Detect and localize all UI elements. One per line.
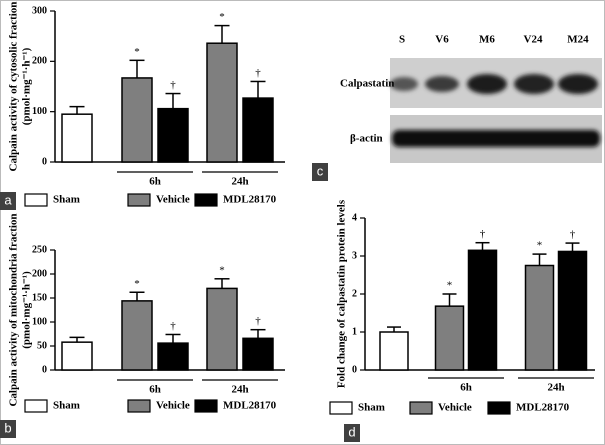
panel-label: c (317, 163, 324, 178)
y-tick-label: 1 (352, 326, 357, 337)
annotation: † (480, 228, 486, 240)
lane-label: M6 (479, 34, 495, 46)
y-tick-label: 50 (37, 340, 47, 351)
legend-swatch (127, 193, 151, 207)
legend-label: MDL28170 (223, 400, 277, 412)
y-axis-label: Fold change of calpastatin protein level… (336, 199, 348, 388)
panel-label: b (4, 420, 11, 435)
bar (206, 287, 238, 371)
x-tick-label: 6h (149, 176, 161, 188)
y-tick-label: 150 (32, 292, 47, 303)
lane-label: V24 (524, 34, 543, 46)
y-axis-label: (pmol·mg⁻¹·h⁻¹) (21, 47, 33, 125)
bar (206, 42, 238, 163)
bar (61, 113, 93, 163)
blot-bands (390, 74, 598, 94)
annotation: * (134, 278, 140, 290)
legend-swatch (24, 193, 48, 207)
x-tick-label: 24h (231, 176, 248, 188)
bar (434, 305, 465, 371)
legend-label: Sham (358, 402, 385, 414)
panel-label: d (348, 424, 355, 439)
bar (467, 249, 498, 371)
y-axis-label: Calpain activity of mitochondria fractio… (8, 213, 20, 406)
bar (121, 77, 153, 163)
legend-swatch (409, 401, 433, 415)
annotation: † (170, 79, 176, 91)
legend-swatch (329, 401, 353, 415)
bar (121, 300, 153, 371)
x-tick-label: 6h (460, 382, 472, 394)
legend-label: Sham (53, 400, 80, 412)
panel-label: a (4, 192, 12, 207)
annotation: * (447, 280, 453, 292)
bar (242, 337, 274, 371)
y-tick-label: 3 (352, 250, 357, 261)
y-tick-label: 200 (32, 56, 47, 67)
lane-label: M24 (567, 34, 589, 46)
y-tick-label: 300 (32, 5, 47, 16)
legend-swatch (194, 193, 218, 207)
bar (61, 341, 93, 371)
legend-swatch (24, 399, 48, 413)
legend-label: MDL28170 (516, 402, 570, 414)
annotation: † (255, 315, 261, 327)
y-tick-label: 4 (352, 212, 357, 223)
lane-label: V6 (435, 34, 449, 46)
blot (390, 58, 602, 163)
y-axis-label: Calpain activity of cytosolic fraction (8, 2, 20, 172)
y-tick-label: 0 (352, 364, 357, 375)
legend-label: Sham (53, 194, 80, 206)
y-tick-label: 100 (32, 316, 47, 327)
x-tick-label: 24h (547, 382, 564, 394)
bar (557, 250, 588, 371)
annotation: † (170, 320, 176, 332)
annotation: * (219, 11, 225, 23)
panel-label-box (0, 192, 16, 210)
y-tick-label: 0 (42, 364, 47, 375)
annotation: † (255, 67, 261, 79)
x-tick-label: 24h (231, 384, 248, 396)
y-tick-label: 200 (32, 268, 47, 279)
annotation: * (219, 264, 225, 276)
lane-label: S (399, 34, 405, 46)
bar (379, 331, 409, 371)
panel-label-box (312, 163, 328, 181)
legend-swatch (194, 399, 218, 413)
legend-label: Vehicle (438, 402, 472, 414)
y-tick-label: 0 (42, 156, 47, 167)
panel-label-box (344, 424, 360, 442)
y-tick-label: 250 (32, 244, 47, 255)
legend-swatch (127, 399, 151, 413)
y-tick-label: 2 (352, 288, 357, 299)
row-label: Calpastatin (340, 78, 394, 90)
bar (157, 342, 189, 371)
annotation: * (134, 46, 140, 58)
x-tick-label: 6h (149, 384, 161, 396)
legend-label: Vehicle (156, 194, 190, 206)
y-tick-label: 100 (32, 106, 47, 117)
bar (157, 107, 189, 163)
annotation: * (537, 240, 543, 252)
bar (242, 97, 274, 163)
panel-label-box (0, 420, 16, 438)
legend-swatch (487, 401, 511, 415)
blot-bands (392, 130, 600, 147)
legend-label: Vehicle (156, 400, 190, 412)
legend-label: MDL28170 (223, 194, 277, 206)
y-axis-label: (pmol·mg⁻¹·h⁻¹) (21, 271, 33, 349)
row-label: β-actin (350, 133, 383, 145)
annotation: † (570, 229, 576, 241)
bar (524, 264, 555, 371)
